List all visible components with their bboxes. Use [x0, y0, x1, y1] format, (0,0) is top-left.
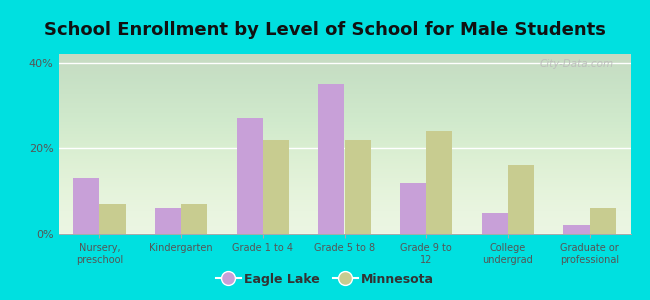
Bar [400, 183, 426, 234]
Bar [590, 208, 616, 234]
Bar [508, 165, 534, 234]
Bar [564, 225, 590, 234]
Bar [263, 140, 289, 234]
Legend: Eagle Lake, Minnesota: Eagle Lake, Minnesota [211, 268, 439, 291]
Bar [155, 208, 181, 234]
Bar [99, 204, 125, 234]
Bar [318, 84, 344, 234]
Text: School Enrollment by Level of School for Male Students: School Enrollment by Level of School for… [44, 21, 606, 39]
Bar [73, 178, 99, 234]
Bar [237, 118, 263, 234]
Bar [482, 213, 508, 234]
Bar [344, 140, 370, 234]
Bar [181, 204, 207, 234]
Bar [426, 131, 452, 234]
Text: City-Data.com: City-Data.com [540, 59, 614, 69]
